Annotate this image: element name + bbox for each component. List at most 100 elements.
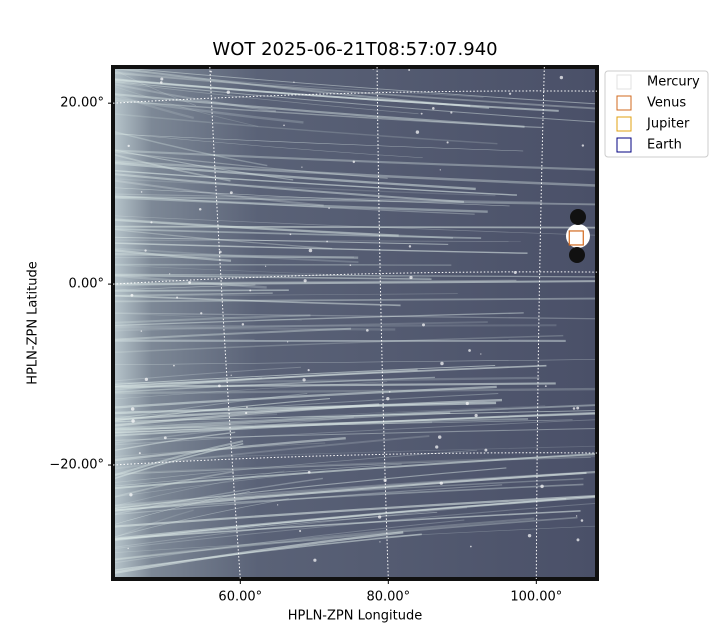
legend-label: Earth	[647, 138, 682, 153]
x-tick-label: 100.00°	[510, 590, 562, 605]
streak	[113, 218, 399, 237]
streak	[113, 381, 388, 400]
star	[130, 293, 134, 297]
streak	[113, 219, 454, 239]
streak	[113, 470, 234, 499]
streak	[113, 149, 294, 181]
star	[245, 411, 248, 415]
streak	[113, 225, 597, 229]
legend-swatch	[616, 95, 632, 111]
star	[349, 264, 352, 266]
y-tick-label: −20.00°	[49, 458, 104, 473]
streak	[113, 365, 496, 385]
dark-blob	[569, 247, 585, 263]
star	[226, 90, 230, 94]
streak	[113, 274, 432, 280]
star	[127, 547, 129, 550]
star	[140, 330, 143, 332]
streak	[113, 385, 497, 409]
star	[326, 240, 328, 243]
streak	[113, 327, 352, 341]
streak	[113, 133, 524, 152]
star	[307, 369, 310, 372]
streak	[113, 519, 465, 564]
star	[299, 530, 302, 533]
star	[176, 296, 179, 299]
streak	[113, 113, 498, 145]
star	[544, 385, 547, 388]
legend-label: Jupiter	[646, 117, 690, 132]
star	[508, 92, 512, 95]
star	[313, 558, 317, 562]
star	[465, 401, 469, 406]
star	[188, 281, 192, 284]
streak	[113, 92, 195, 120]
star	[580, 519, 584, 522]
streak	[113, 366, 301, 382]
planet-glare	[566, 224, 590, 248]
streak	[113, 215, 597, 236]
image	[113, 67, 597, 579]
star	[437, 435, 442, 439]
streak	[113, 239, 521, 242]
star	[301, 166, 303, 168]
streak	[113, 483, 584, 511]
star	[160, 77, 164, 81]
star	[241, 323, 245, 326]
dark-blob	[570, 209, 586, 225]
x-tick-label: 60.00°	[218, 590, 262, 605]
streak	[113, 478, 584, 507]
streak	[113, 264, 431, 279]
x-axis-label: HPLN-ZPN Longitude	[288, 609, 423, 624]
streak	[113, 443, 244, 480]
star	[218, 384, 221, 388]
streak	[113, 502, 597, 550]
star	[415, 130, 420, 134]
star	[484, 448, 488, 452]
x-tick-label: 80.00°	[366, 590, 410, 605]
star	[409, 275, 413, 280]
streak	[113, 494, 597, 528]
streak	[113, 427, 597, 441]
star	[131, 419, 135, 423]
streak	[113, 321, 488, 332]
image-streaks	[113, 67, 597, 575]
streak	[113, 293, 458, 297]
star	[420, 112, 423, 115]
star	[264, 265, 267, 267]
star	[422, 323, 425, 327]
streak	[113, 498, 289, 538]
streak	[113, 71, 484, 98]
streak	[113, 85, 259, 127]
streak	[113, 393, 308, 420]
grid-line	[535, 66, 545, 580]
streak	[113, 99, 542, 129]
y-axis-label: HPLN-ZPN Latitude	[26, 261, 41, 384]
grid-line	[112, 271, 598, 285]
star	[198, 207, 202, 211]
streak	[113, 160, 596, 187]
star	[432, 107, 435, 110]
star	[446, 141, 449, 144]
streak	[113, 195, 597, 206]
star	[572, 407, 576, 410]
y-tick-label: 20.00°	[60, 96, 104, 111]
streak	[113, 445, 597, 461]
streak	[113, 294, 401, 307]
streak	[113, 161, 476, 191]
star	[303, 279, 307, 283]
star	[440, 361, 444, 366]
star	[435, 445, 439, 449]
streak	[113, 419, 597, 446]
star	[540, 484, 544, 489]
streak	[113, 471, 587, 512]
star	[469, 545, 472, 548]
streak	[113, 516, 578, 561]
star	[159, 81, 163, 84]
streak	[113, 517, 535, 561]
legend-swatch	[616, 137, 632, 153]
chart-title: WOT 2025-06-21T08:57:07.940	[212, 39, 497, 60]
star	[140, 191, 143, 193]
star	[576, 406, 580, 410]
star	[200, 312, 203, 315]
